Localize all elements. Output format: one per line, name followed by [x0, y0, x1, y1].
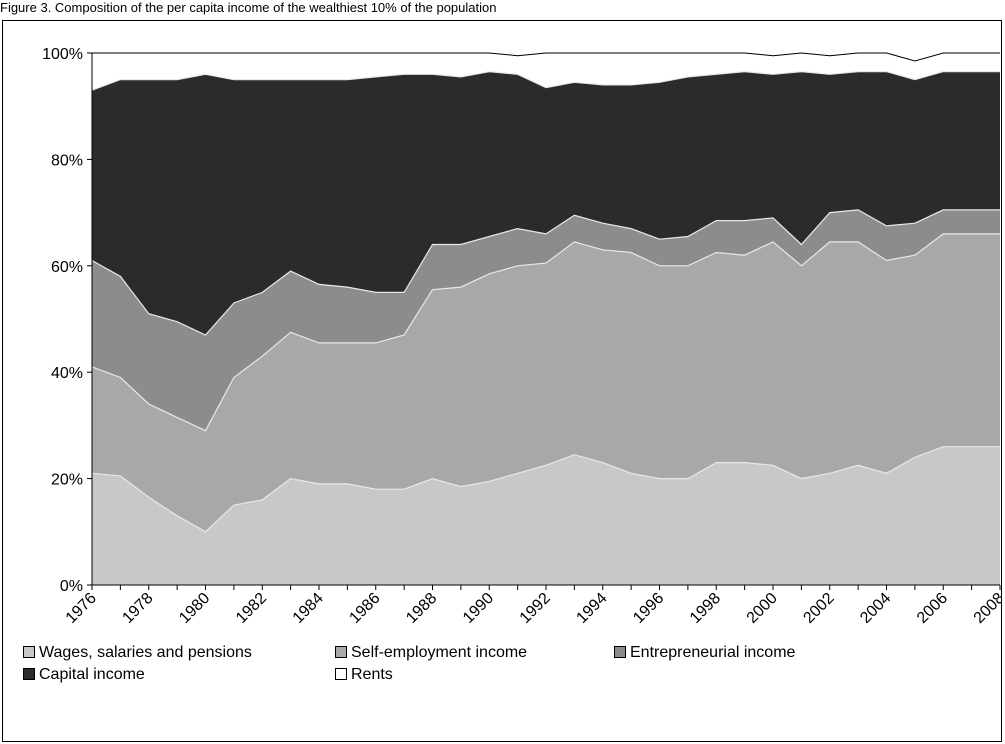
legend-item: Self-employment income — [335, 644, 527, 662]
legend-swatch — [335, 646, 347, 658]
x-tick-label: 1986 — [346, 590, 383, 627]
chart-frame: 0% 20% 40% 60% 80% 100% 1976 1978 1980 1982 1984 19… — [2, 20, 1002, 742]
x-tick-label: 1992 — [517, 590, 554, 627]
figure-caption: Figure 3. Composition of the per capita … — [0, 0, 497, 15]
x-tick-label: 1978 — [119, 590, 156, 627]
area-entrepreneurial-income — [92, 209, 1000, 431]
legend-label: Capital income — [39, 666, 145, 683]
x-tick-label: 1982 — [233, 590, 270, 627]
area-self-employment-income — [92, 233, 1000, 532]
y-tick-label: 80% — [51, 152, 83, 169]
x-tick-label: 1988 — [403, 590, 440, 627]
x-tick-label: 2004 — [857, 590, 894, 627]
x-tick-label: 1976 — [63, 590, 100, 627]
legend-label: Rents — [351, 666, 393, 683]
x-tick-label: 1994 — [573, 590, 610, 627]
x-tick-label: 2000 — [744, 590, 781, 627]
y-tick-label: 40% — [51, 365, 83, 382]
series-line-wages-salaries-and-pensions — [91, 446, 1000, 533]
legend-label: Entrepreneurial income — [630, 644, 796, 661]
y-tick-label: 60% — [51, 259, 83, 276]
legend-swatch — [614, 646, 626, 658]
x-tick-label: 1984 — [290, 590, 327, 627]
legend-swatch — [23, 668, 35, 680]
area-capital-income — [92, 71, 1000, 335]
legend-label: Wages, salaries and pensions — [39, 644, 252, 661]
legend-swatch — [335, 668, 347, 680]
x-tick-label: 1990 — [460, 590, 497, 627]
legend-item: Rents — [335, 666, 393, 684]
legend-label: Self-employment income — [351, 644, 528, 661]
stacked-area-chart: 0% 20% 40% 60% 80% 100% 1976 1978 1980 1982 1984 19… — [42, 46, 1001, 627]
x-tick-label: 2002 — [800, 590, 837, 627]
y-tick-label: 20% — [51, 472, 83, 489]
area-wages-salaries-and-pensions — [92, 446, 1000, 585]
legend-item: Wages, salaries and pensions — [23, 644, 252, 662]
legend-item: Entrepreneurial income — [614, 644, 795, 662]
legend-item: Capital income — [23, 666, 145, 684]
series-line-capital-income — [91, 70, 1000, 91]
x-tick-label: 2006 — [914, 590, 951, 627]
series-line-entrepreneurial-income — [91, 209, 1000, 336]
y-tick-label: 100% — [42, 46, 83, 63]
y-tick-label: 0% — [60, 578, 83, 595]
x-tick-label: 1980 — [176, 590, 213, 627]
x-tick-label: 2008 — [971, 590, 1001, 627]
area-rents — [92, 53, 1000, 91]
series-line-self-employment-income — [91, 233, 1000, 432]
x-tick-label: 1998 — [687, 590, 724, 627]
series-line-rents — [92, 52, 1000, 62]
x-tick-label: 1996 — [630, 590, 667, 627]
legend-swatch — [23, 646, 35, 658]
